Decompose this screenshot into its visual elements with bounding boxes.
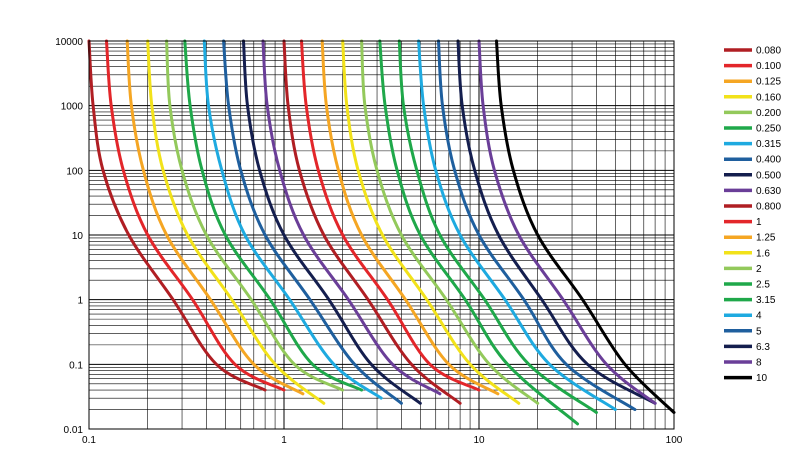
y-axis-ticks: 0.01 0.1 1 10 100 1000 10000 — [55, 37, 83, 436]
series-line-1-25 — [320, 39, 500, 396]
legend-label: 4 — [756, 311, 762, 322]
legend-label: 2.5 — [756, 280, 770, 291]
series-line-2 — [360, 39, 540, 405]
legend-label: 0.125 — [756, 77, 781, 88]
plot-frame — [88, 40, 675, 430]
legend-label: 0.315 — [756, 139, 781, 150]
legend-label: 5 — [756, 326, 762, 337]
series-line-1 — [300, 39, 481, 392]
legend-label: 1.6 — [756, 248, 770, 259]
series-line-0-800 — [282, 39, 462, 405]
series-line-0-080 — [87, 39, 267, 392]
legend-label: 1.25 — [756, 233, 776, 244]
legend-label: 0.160 — [756, 92, 781, 103]
legend-label: 0.200 — [756, 108, 781, 119]
x-tick-label: 10 — [473, 435, 485, 446]
series-line-3-15 — [397, 39, 598, 414]
series-line-6-3 — [456, 39, 657, 405]
x-axis-ticks: 0.1 1 10 100 — [82, 435, 683, 446]
series-line-0-250 — [183, 39, 364, 392]
legend-label: 0.500 — [756, 170, 781, 181]
x-tick-label: 0.1 — [82, 435, 96, 446]
series-line-2-5 — [378, 39, 579, 426]
y-tick-label: 10 — [72, 231, 84, 242]
series-line-5 — [437, 39, 637, 411]
y-tick-label: 1 — [77, 296, 83, 307]
series-line-0-160 — [146, 39, 326, 405]
series-line-0-200 — [165, 39, 345, 392]
series-line-0-100 — [105, 39, 286, 392]
legend-label: 10 — [756, 373, 768, 384]
series-line-1-6 — [341, 39, 521, 405]
legend: 0.080 0.100 0.125 0.160 0.200 0.250 0.315 0.400… — [724, 46, 781, 384]
y-tick-label: 1000 — [61, 102, 84, 113]
legend-label: 3.15 — [756, 295, 776, 306]
y-tick-label: 0.01 — [64, 425, 84, 436]
legend-label: 0.400 — [756, 155, 781, 166]
series-layer — [87, 39, 676, 426]
series-line-10 — [495, 39, 676, 414]
series-line-0-400 — [222, 39, 403, 405]
series-line-0-315 — [202, 39, 383, 400]
x-tick-label: 100 — [666, 435, 683, 446]
legend-label: 2 — [756, 264, 762, 275]
legend-label: 1 — [756, 217, 762, 228]
legend-label: 0.250 — [756, 124, 781, 135]
y-tick-label: 0.1 — [69, 360, 83, 371]
y-tick-label: 10000 — [55, 37, 83, 48]
y-tick-label: 100 — [66, 166, 83, 177]
x-tick-label: 1 — [281, 435, 287, 446]
legend-label: 0.080 — [756, 46, 781, 57]
series-line-8 — [477, 39, 657, 405]
series-line-0-500 — [242, 39, 422, 405]
legend-label: 0.100 — [756, 61, 781, 72]
legend-label: 0.800 — [756, 202, 781, 213]
legend-label: 6.3 — [756, 342, 770, 353]
series-line-4 — [417, 39, 617, 411]
series-line-0-630 — [261, 39, 442, 396]
series-line-0-125 — [125, 39, 305, 396]
legend-label: 8 — [756, 358, 762, 369]
legend-label: 0.630 — [756, 186, 781, 197]
